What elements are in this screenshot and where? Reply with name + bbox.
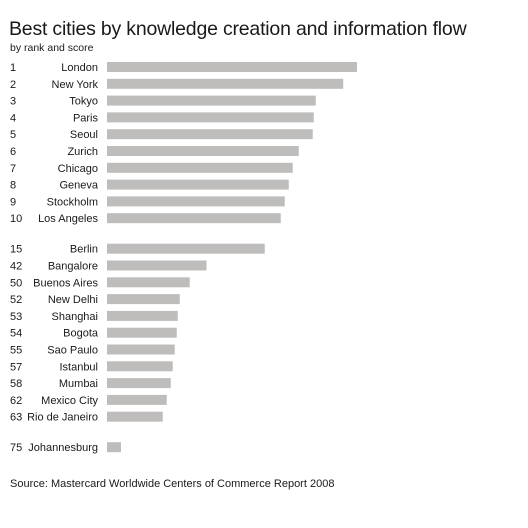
chart-title: Best cities by knowledge creation and in… (9, 18, 467, 40)
rank-label: 3 (10, 96, 16, 108)
rank-label: 1 (10, 62, 16, 74)
rank-label: 58 (10, 378, 22, 390)
rank-label: 8 (10, 180, 16, 192)
rank-label: 10 (10, 213, 22, 225)
city-label: Johannesburg (28, 442, 98, 454)
rank-label: 54 (10, 328, 22, 340)
bar (107, 243, 265, 254)
rank-label: 50 (10, 277, 22, 289)
city-label: Stockholm (47, 196, 98, 208)
bar (107, 260, 207, 271)
chart-source: Source: Mastercard Worldwide Centers of … (10, 478, 335, 490)
city-label: New Delhi (48, 294, 98, 306)
bar (107, 327, 177, 338)
rank-label: 75 (10, 442, 22, 454)
bar (107, 162, 293, 173)
rank-label: 4 (10, 112, 16, 124)
bar (107, 146, 299, 156)
city-label: Bogota (63, 328, 99, 340)
rank-label: 6 (10, 146, 16, 158)
rank-label: 52 (10, 294, 22, 306)
rank-label: 42 (10, 261, 22, 273)
rank-label: 2 (10, 79, 16, 91)
bar (107, 310, 178, 321)
rank-label: 55 (10, 345, 22, 357)
city-label: Chicago (58, 163, 98, 175)
city-label: Mexico City (41, 395, 98, 407)
rank-label: 63 (10, 412, 22, 424)
rank-label: 9 (10, 196, 16, 208)
chart-subtitle: by rank and score (10, 42, 94, 54)
city-label: Los Angeles (38, 213, 98, 225)
bar (107, 361, 173, 372)
city-label: London (61, 62, 98, 74)
bar (107, 213, 281, 224)
bar (107, 62, 357, 72)
rank-label: 5 (10, 129, 16, 141)
city-label: Geneva (59, 180, 98, 192)
bar (107, 411, 163, 422)
city-label: Tokyo (69, 96, 98, 108)
rank-label: 15 (10, 244, 22, 256)
bar (107, 277, 190, 288)
bar (107, 95, 316, 106)
city-label: Zurich (67, 146, 98, 158)
bar (107, 378, 171, 389)
bar (107, 442, 121, 453)
city-label: New York (52, 79, 99, 91)
bar (107, 78, 344, 89)
rank-label: 7 (10, 163, 16, 175)
bar (107, 196, 285, 207)
city-label: Mumbai (59, 378, 98, 390)
bar (107, 394, 167, 405)
city-label: Berlin (70, 244, 98, 256)
city-label: Istanbul (59, 361, 98, 373)
city-label: Bangalore (48, 261, 98, 273)
rank-label: 62 (10, 395, 22, 407)
bar (107, 179, 289, 190)
city-label: Shanghai (52, 311, 99, 323)
bar (107, 344, 175, 355)
bar (107, 112, 314, 123)
city-label: Paris (73, 112, 99, 124)
rank-label: 53 (10, 311, 22, 323)
city-label: Sao Paulo (47, 345, 98, 357)
rank-label: 57 (10, 361, 22, 373)
city-label: Seoul (70, 129, 98, 141)
city-label: Rio de Janeiro (27, 412, 98, 424)
city-label: Buenos Aires (33, 277, 98, 289)
bar (107, 129, 313, 140)
bar (107, 294, 180, 305)
